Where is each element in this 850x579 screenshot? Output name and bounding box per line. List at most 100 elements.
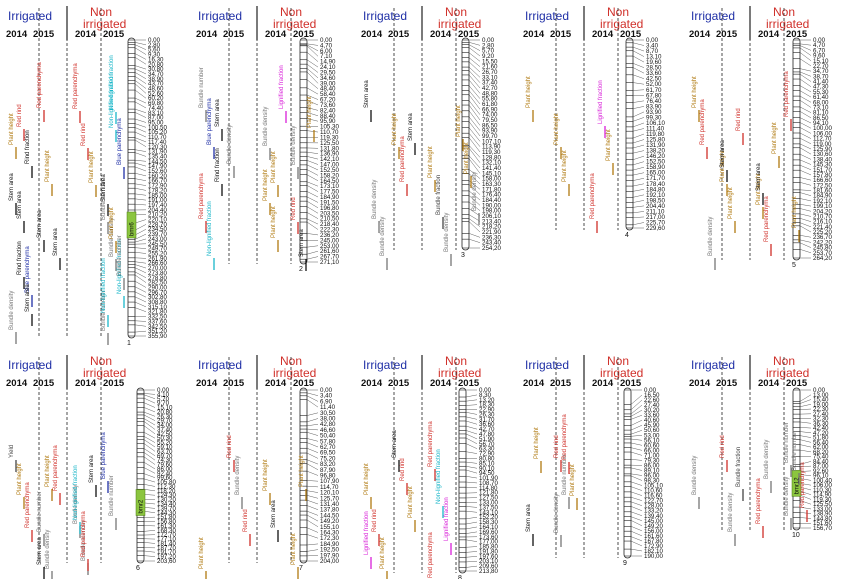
year-2015-irrigated: 2015 [223, 29, 245, 40]
marker-position: 213,40 [482, 218, 501, 225]
marker-position: 107,10 [482, 138, 501, 145]
marker-connector [306, 160, 319, 165]
marker-position: 86,00 [157, 466, 173, 473]
marker-position: 92,60 [813, 468, 829, 475]
marker-position: 225,20 [813, 229, 832, 236]
marker-position: 107,90 [320, 478, 339, 485]
marker-connector [306, 463, 319, 470]
marker-connector [465, 443, 478, 449]
marker-position: 96,10 [813, 473, 829, 480]
marker-position: 48,80 [482, 90, 498, 97]
qtl-label: Bundle density [692, 456, 698, 495]
marker-connector [134, 159, 147, 162]
marker-position: 253,70 [813, 250, 832, 257]
marker-position: 236,70 [813, 234, 832, 241]
marker-position: 63,30 [479, 446, 495, 453]
qtl-label: Plant height [554, 113, 560, 145]
marker-position: 137,50 [479, 504, 498, 511]
qtl-label: Red parenchyma [199, 173, 205, 219]
year-2015-non-irrigated: 2015 [786, 29, 808, 40]
marker-position: 22,70 [813, 63, 829, 70]
marker-position: 99,30 [646, 114, 662, 121]
marker-position: 42,70 [479, 426, 495, 433]
marker-connector [306, 495, 319, 499]
qtl-label: Bundle density [235, 456, 241, 495]
marker-position: 42,40 [813, 425, 829, 432]
header-non: Non [773, 354, 795, 368]
marker-connector [465, 425, 478, 430]
marker-position: 31,70 [479, 416, 495, 423]
marker-connector [134, 137, 147, 143]
year-2015-non-irrigated: 2015 [458, 29, 480, 40]
marker-connector [468, 214, 481, 222]
qtl-label: Non-lignified fraction [109, 55, 115, 110]
marker-connector [306, 212, 319, 219]
marker-connector [799, 512, 812, 514]
marker-connector [143, 448, 156, 456]
marker-connector [306, 395, 319, 402]
marker-connector [632, 161, 645, 166]
marker-connector [134, 320, 147, 322]
qtl-label: Plant height [456, 105, 462, 137]
header-irrigated: Irrigated [8, 9, 52, 23]
qtl-label: Plant height [570, 464, 576, 496]
marker-connector [143, 456, 156, 465]
marker-connector [630, 451, 643, 456]
marker-position: 74,00 [482, 112, 498, 119]
marker-position: 32,30 [813, 416, 829, 423]
marker-connector [143, 462, 156, 470]
marker-position: 60,20 [148, 95, 164, 102]
qtl-label: Plant height [408, 486, 414, 518]
marker-connector [134, 173, 147, 177]
marker-connector [468, 155, 481, 169]
marker-position: 147,00 [320, 162, 339, 169]
marker-connector [306, 164, 319, 171]
qtl-label: Red parenchyma [800, 462, 806, 508]
marker-connector [134, 101, 147, 109]
marker-connector [306, 424, 319, 427]
header-irrigated: Irrigated [198, 9, 242, 23]
marker-position: 198,00 [482, 208, 501, 215]
marker-position: 166,60 [813, 177, 832, 184]
qtl-label: Stem area [53, 228, 59, 256]
marker-connector [468, 104, 481, 121]
marker-position: 167,80 [644, 538, 663, 545]
qtl-label: Lignified fraction [279, 65, 285, 109]
marker-position: 131,40 [320, 501, 339, 508]
marker-position: 37,40 [482, 80, 498, 87]
marker-position: 164,10 [479, 524, 498, 531]
marker-position: 112,30 [157, 483, 176, 490]
header-non: Non [445, 5, 467, 19]
marker-connector [306, 459, 319, 465]
qtl-label: Red rind [400, 458, 406, 481]
marker-connector [799, 78, 812, 87]
marker-position: 42,70 [482, 85, 498, 92]
marker-connector [306, 100, 319, 106]
qtl-label: Plant height [534, 427, 540, 459]
marker-connector [143, 393, 156, 395]
marker-connector [306, 43, 319, 46]
marker-position: 55,30 [813, 89, 829, 96]
marker-position: 197,40 [148, 202, 167, 209]
marker-connector [468, 57, 481, 67]
marker-position: 210,70 [813, 213, 832, 220]
marker-connector [465, 556, 478, 558]
marker-connector [468, 218, 481, 227]
marker-position: 9,60 [813, 53, 826, 60]
marker-connector [468, 238, 481, 243]
marker-position: 143,10 [479, 509, 498, 516]
marker-connector [799, 461, 812, 465]
marker-connector [134, 178, 147, 181]
marker-position: 99,70 [482, 133, 498, 140]
marker-position: 119,30 [320, 134, 339, 141]
year-2014-non-irrigated: 2014 [430, 29, 452, 40]
marker-connector [632, 222, 645, 226]
marker-position: 95,00 [148, 119, 164, 126]
year-2014-non-irrigated: 2014 [75, 378, 97, 389]
qtl-label: Plant height [291, 533, 297, 565]
marker-connector [799, 470, 812, 472]
marker-position: 242,20 [813, 239, 832, 246]
marker-connector [799, 242, 812, 248]
